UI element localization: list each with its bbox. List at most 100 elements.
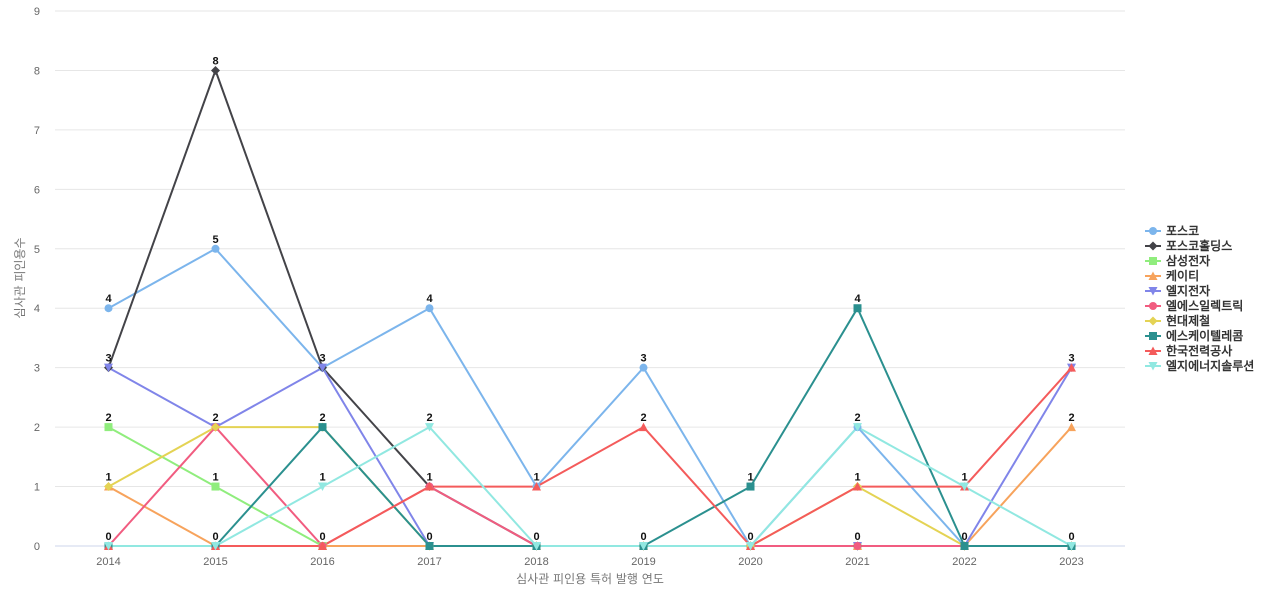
series-1-point <box>211 65 220 75</box>
y-tick-label: 1 <box>34 482 40 494</box>
y-tick-label: 5 <box>34 244 40 256</box>
legend-label: 한국전력공사 <box>1166 343 1232 358</box>
x-tick-label: 2020 <box>738 556 762 568</box>
data-label: 0 <box>747 531 753 543</box>
legend-marker <box>1148 346 1158 355</box>
series-line-0 <box>107 247 1073 547</box>
legend-item[interactable]: 엘지에너지솔루션 <box>1145 358 1254 373</box>
data-label: 4 <box>105 293 112 305</box>
data-label: 4 <box>426 293 433 305</box>
data-label: 8 <box>212 55 218 67</box>
legend-label: 엘지전자 <box>1166 283 1210 298</box>
legend-marker <box>1149 302 1157 310</box>
series-lines <box>107 69 1073 547</box>
series-9-point <box>532 542 541 551</box>
x-tick-label: 2015 <box>203 556 227 568</box>
series-8-point <box>318 541 327 550</box>
data-label: 0 <box>1068 531 1074 543</box>
data-label: 1 <box>426 472 432 484</box>
data-label: 0 <box>854 531 860 543</box>
legend-marker <box>1148 316 1158 326</box>
legend-item[interactable]: 에스케이텔레콤 <box>1145 328 1243 343</box>
series-0-point <box>639 363 648 372</box>
series-9-point <box>960 482 969 492</box>
series-9-point <box>211 542 220 551</box>
y-tick-label: 7 <box>34 125 40 137</box>
legend-item[interactable]: 현대제철 <box>1145 313 1210 328</box>
series-9-point <box>104 542 113 551</box>
legend-label: 포스코 <box>1166 224 1199 238</box>
series-9-point <box>425 423 434 432</box>
series-9-point <box>318 482 327 492</box>
x-tick-label: 2022 <box>952 556 976 568</box>
legend: 포스코포스코홀딩스삼성전자케이티엘지전자엘에스일렉트릭현대제철에스케이텔레콤한국… <box>1145 224 1254 373</box>
legend-item[interactable]: 삼성전자 <box>1145 253 1210 268</box>
legend-label: 포스코홀딩스 <box>1166 238 1232 253</box>
series-9-point <box>639 542 648 551</box>
series-9-point <box>853 423 862 432</box>
series-markers <box>104 65 1076 551</box>
data-label: 0 <box>212 531 218 543</box>
series-7-point <box>746 482 755 491</box>
data-label: 2 <box>426 412 432 424</box>
data-label: 1 <box>533 472 539 484</box>
legend-marker <box>1148 241 1158 251</box>
data-label: 1 <box>747 472 753 484</box>
data-label: 0 <box>961 531 967 543</box>
legend-label: 엘에스일렉트릭 <box>1166 298 1243 313</box>
x-tick-label: 2019 <box>631 556 655 568</box>
legend-item[interactable]: 엘에스일렉트릭 <box>1145 298 1243 313</box>
data-label: 0 <box>319 531 325 543</box>
series-2-point <box>104 423 113 432</box>
y-tick-label: 3 <box>34 363 40 375</box>
x-axis-title: 심사관 피인용 특허 발행 연도 <box>516 571 664 586</box>
series-2-point <box>211 482 220 491</box>
y-tick-label: 9 <box>34 6 40 18</box>
legend-marker <box>1149 332 1157 340</box>
legend-label: 현대제철 <box>1166 313 1210 328</box>
data-label: 4 <box>854 293 861 305</box>
y-tick-label: 6 <box>34 184 40 196</box>
series-9-point <box>746 542 755 551</box>
data-label: 1 <box>319 472 325 484</box>
data-label: 1 <box>854 472 860 484</box>
series-8-point <box>853 482 862 491</box>
series-9-point <box>1067 542 1076 551</box>
series-4-point <box>104 363 113 373</box>
legend-marker <box>1148 287 1158 296</box>
y-tick-label: 8 <box>34 65 40 77</box>
series-7-point <box>318 423 327 432</box>
data-label: 3 <box>1068 353 1074 365</box>
series-6-point <box>211 422 220 432</box>
data-label: 2 <box>105 412 111 424</box>
series-7-point <box>425 542 434 550</box>
data-label: 1 <box>105 472 111 484</box>
y-axis-title: 심사관 피인용수 <box>13 237 27 318</box>
legend-item[interactable]: 포스코 <box>1145 224 1199 238</box>
x-tick-label: 2016 <box>310 556 334 568</box>
data-label: 2 <box>1068 412 1074 424</box>
legend-marker <box>1148 271 1158 280</box>
legend-item[interactable]: 엘지전자 <box>1145 283 1210 298</box>
series-line-9 <box>107 426 1073 547</box>
series-0-point <box>211 244 220 253</box>
legend-label: 삼성전자 <box>1166 253 1210 268</box>
data-label: 0 <box>105 531 111 543</box>
series-8-point <box>1067 363 1076 372</box>
series-0-point <box>425 304 434 313</box>
legend-item[interactable]: 한국전력공사 <box>1145 343 1232 358</box>
data-label: 3 <box>105 353 111 365</box>
y-axis-ticks: 0 1 2 3 4 5 6 7 8 9 <box>34 6 40 553</box>
x-tick-label: 2021 <box>845 556 869 568</box>
y-tick-label: 0 <box>34 541 40 553</box>
legend-item[interactable]: 포스코홀딩스 <box>1145 238 1232 253</box>
y-tick-label: 2 <box>34 422 40 434</box>
data-label: 0 <box>533 531 539 543</box>
data-labels: 4 3 2 1 0 8 5 2 1 0 3 2 1 0 4 2 1 0 1 0 3 2 0 1 0 4 2 1 0 1 0 3 2 0 <box>105 55 1074 543</box>
series-3-point <box>1067 422 1076 432</box>
series-4-point <box>318 363 327 373</box>
series-8-point <box>532 482 541 491</box>
gridlines <box>55 10 1125 547</box>
legend-item[interactable]: 케이티 <box>1145 268 1199 283</box>
